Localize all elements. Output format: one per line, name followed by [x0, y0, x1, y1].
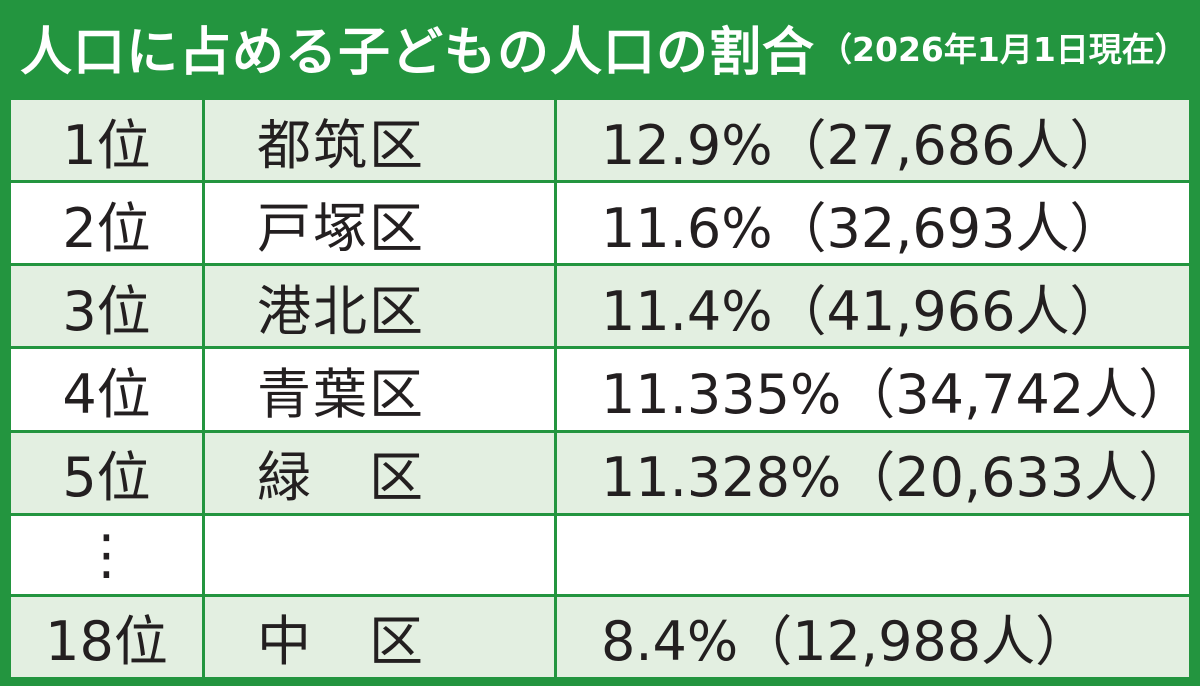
rank-cell: ⋮	[8, 512, 205, 597]
table-row: 4位 青葉区 11.335%（34,742人）	[8, 346, 1192, 433]
value-cell	[554, 512, 1192, 597]
table-row: ⋮	[8, 512, 1192, 597]
ward-cell: 中 区	[202, 593, 557, 681]
value-cell: 11.335%（34,742人）	[554, 346, 1192, 433]
table-row: 2位 戸塚区 11.6%（32,693人）	[8, 180, 1192, 267]
ranking-table: 1位 都筑区 12.9%（27,686人） 2位 戸塚区 11.6%（32,693人） 3位…	[8, 96, 1192, 681]
ward-cell	[202, 512, 557, 597]
table-row: 18位中 区 8.4%（12,988人）	[8, 593, 1192, 681]
value-cell: 11.4%（41,966人）	[554, 263, 1192, 350]
value-cell: 11.328%（20,633人）	[554, 429, 1192, 516]
table-row: 3位 港北区 11.4%（41,966人）	[8, 263, 1192, 350]
ward-cell: 緑 区	[202, 429, 557, 516]
ward-cell: 都筑区	[202, 96, 557, 184]
subtitle: （2026年1月1日現在）	[819, 30, 1188, 69]
rank-cell: 2位	[8, 180, 205, 267]
ward-cell: 戸塚区	[202, 180, 557, 267]
table-row: 1位 都筑区 12.9%（27,686人）	[8, 96, 1192, 184]
rank-cell: 4位	[8, 346, 205, 433]
rank-cell: 5位	[8, 429, 205, 516]
rank-cell: 3位	[8, 263, 205, 350]
value-cell: 11.6%（32,693人）	[554, 180, 1192, 267]
value-cell: 8.4%（12,988人）	[554, 593, 1192, 681]
title-bar: 人口に占める子どもの人口の割合 （2026年1月1日現在）	[0, 0, 1200, 94]
table-row: 5位緑 区 11.328%（20,633人）	[8, 429, 1192, 516]
rank-cell: 18位	[8, 593, 205, 681]
ward-cell: 青葉区	[202, 346, 557, 433]
value-cell: 12.9%（27,686人）	[554, 96, 1192, 184]
ward-cell: 港北区	[202, 263, 557, 350]
rank-cell: 1位	[8, 96, 205, 184]
title: 人口に占める子どもの人口の割合	[20, 22, 816, 83]
